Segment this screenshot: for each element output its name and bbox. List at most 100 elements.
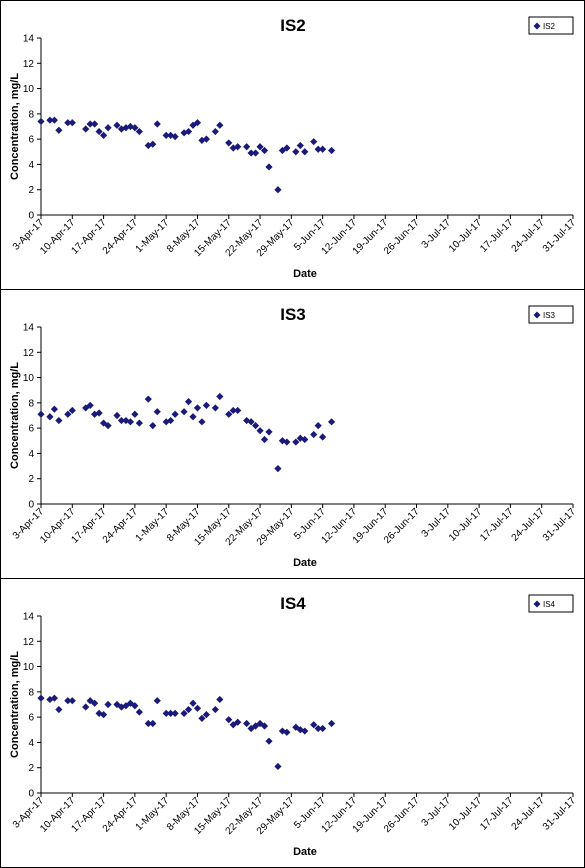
data-point: [234, 406, 242, 415]
data-point: [149, 422, 157, 430]
x-tick-label: 24-Jul-17: [510, 217, 548, 255]
data-point: [265, 428, 273, 436]
data-point: [171, 410, 179, 418]
y-axis-label: Concentration, mg/L: [9, 362, 21, 469]
data-points: [37, 392, 336, 473]
chart-panel-is4: IS4 IS4 0 2 4 6 8 10 12 14 3-Apr-17 10-Apr-17 17-Apr…: [0, 578, 585, 868]
y-tick-label: 6: [28, 135, 34, 146]
data-point: [278, 437, 287, 445]
y-axis-label: Concentration, mg/L: [9, 651, 21, 758]
data-point: [225, 139, 233, 147]
x-tick-label: 31-Jul-17: [541, 217, 579, 255]
data-point: [296, 141, 304, 150]
data-point: [68, 119, 76, 127]
data-point: [292, 148, 300, 156]
data-point: [216, 695, 224, 704]
data-point: [193, 119, 202, 127]
data-point: [64, 119, 72, 127]
y-tick-label: 14: [23, 34, 35, 45]
data-point: [131, 410, 139, 418]
legend-marker: [533, 22, 541, 30]
data-point: [301, 148, 309, 156]
data-point: [256, 427, 264, 435]
data-point: [135, 127, 143, 136]
data-points: [37, 694, 336, 771]
y-tick-label: 2: [28, 185, 34, 196]
legend-box: [528, 16, 574, 35]
data-point: [91, 699, 99, 707]
data-point: [184, 127, 193, 136]
x-tick-label: 24-Jul-17: [510, 795, 548, 833]
data-point: [37, 410, 45, 418]
data-point: [319, 724, 327, 733]
data-point: [95, 409, 103, 417]
data-point: [211, 127, 219, 136]
data-point: [278, 146, 287, 155]
y-tick-label: 8: [28, 109, 34, 120]
data-point: [234, 718, 242, 726]
y-tick-label: 10: [23, 84, 35, 95]
chart-is4: IS4 IS4024681012143-Apr-1710-Apr-1717-Apr…: [9, 594, 578, 858]
data-point: [82, 125, 90, 133]
data-point: [211, 404, 219, 412]
data-point: [113, 121, 121, 129]
chart-panel-is2: IS2 IS2 0 2 4 6 8 10 12 14 3-Apr-17 10-Apr-17 17-Apr…: [0, 0, 585, 290]
data-point: [162, 131, 170, 139]
y-tick-label: 12: [23, 637, 35, 648]
data-point: [153, 408, 161, 416]
data-point: [247, 149, 255, 157]
data-point: [211, 705, 219, 714]
data-point: [46, 413, 54, 421]
data-point: [229, 721, 237, 729]
legend-box: [528, 594, 574, 613]
data-point: [260, 435, 269, 444]
y-tick-label: 4: [28, 449, 34, 460]
x-axis-label: Date: [293, 846, 317, 858]
legend-marker: [533, 600, 541, 608]
data-point: [50, 405, 59, 413]
data-point: [216, 392, 224, 401]
chart-title: IS2: [280, 16, 306, 35]
data-point: [180, 408, 188, 416]
chart-is2: IS2 IS2024681012143-Apr-1710-Apr-1717-Apr…: [9, 16, 579, 280]
data-point: [274, 762, 282, 771]
x-tick-label: 24-Apr-17: [101, 795, 141, 835]
x-tick-label: 10-Jul-17: [447, 506, 485, 544]
data-point: [50, 116, 59, 124]
data-point: [149, 140, 157, 148]
data-point: [198, 418, 206, 426]
chart-panel-is3: IS3 IS3 0 2 4 6 8 10 12 14 3-Apr-17 10-Apr-17 17-Apr…: [0, 289, 585, 579]
data-point: [68, 697, 76, 705]
data-point: [95, 709, 103, 717]
data-point: [265, 163, 273, 171]
data-point: [260, 146, 269, 155]
data-point: [55, 126, 63, 134]
data-point: [149, 719, 157, 728]
data-point: [327, 719, 336, 728]
y-tick-label: 12: [23, 348, 35, 359]
legend: IS3: [528, 305, 574, 324]
data-point: [113, 411, 121, 420]
y-tick-label: 4: [28, 160, 34, 171]
data-point: [260, 722, 269, 730]
chart-title: IS4: [280, 594, 306, 613]
x-tick-label: 17-Jul-17: [478, 506, 516, 544]
data-point: [99, 131, 108, 139]
data-point: [327, 146, 336, 155]
y-tick-label: 6: [28, 424, 34, 435]
x-tick-label: 10-Jul-17: [447, 217, 485, 255]
y-tick-label: 12: [23, 59, 35, 70]
legend-box: [528, 305, 574, 324]
x-tick-label: 17-Jul-17: [478, 217, 516, 255]
data-point: [292, 438, 300, 446]
y-tick-label: 14: [23, 612, 35, 623]
data-point: [55, 705, 63, 714]
data-point: [193, 404, 202, 412]
data-point: [144, 719, 152, 728]
data-point: [37, 694, 45, 702]
data-point: [265, 737, 273, 745]
data-points: [37, 116, 336, 194]
data-point: [193, 704, 202, 712]
data-point: [64, 410, 72, 418]
legend-marker: [533, 311, 541, 319]
